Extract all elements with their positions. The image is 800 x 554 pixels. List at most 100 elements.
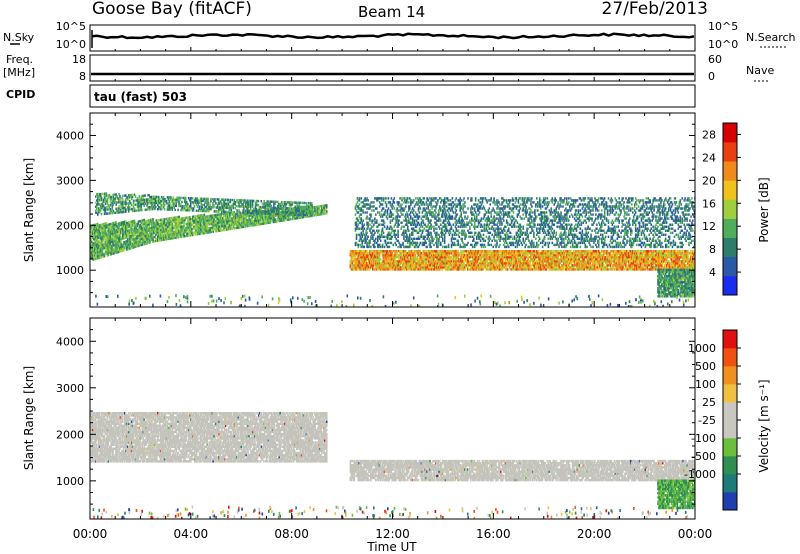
heatmap-cell — [108, 241, 111, 244]
heatmap-cell — [115, 243, 117, 246]
heatmap-cell — [313, 206, 315, 209]
heatmap-cell — [171, 237, 174, 240]
heatmap-cell — [253, 223, 255, 227]
heatmap-cell — [390, 266, 392, 269]
heatmap-cell — [177, 200, 179, 204]
heatmap-cell — [445, 252, 448, 255]
heatmap-cell — [266, 219, 269, 223]
heatmap-cell — [515, 252, 518, 255]
heatmap-cell — [529, 260, 531, 263]
heatmap-cell — [106, 240, 109, 243]
heatmap-cell — [492, 268, 494, 271]
heatmap-cell — [460, 250, 462, 253]
heatmap-cell — [91, 258, 94, 262]
heatmap-cell — [111, 242, 113, 246]
heatmap-cell — [153, 223, 155, 227]
heatmap-cell — [233, 202, 235, 206]
heatmap-cell — [197, 228, 200, 232]
heatmap-cell — [471, 264, 474, 267]
heatmap-cell — [230, 206, 233, 210]
heatmap-cell — [391, 252, 393, 255]
heatmap-cell — [109, 197, 112, 201]
heatmap-cell — [206, 217, 209, 220]
heatmap-cell — [484, 254, 487, 257]
heatmap-cell — [244, 217, 246, 220]
heatmap-cell — [137, 244, 140, 248]
heatmap-cell — [399, 256, 401, 259]
heatmap-cell — [93, 237, 96, 241]
heatmap-cell — [228, 223, 231, 227]
heatmap-cell — [404, 258, 406, 261]
heatmap-cell — [502, 254, 504, 257]
heatmap-cell — [557, 266, 559, 269]
heatmap-cell — [527, 262, 529, 265]
heatmap-cell — [444, 254, 447, 257]
heatmap-cell — [180, 208, 182, 212]
heatmap-cell — [93, 256, 96, 259]
heatmap-cell — [455, 256, 457, 259]
heatmap-cell — [238, 205, 240, 208]
heatmap-cell — [164, 232, 167, 235]
heatmap-cell — [314, 208, 316, 211]
heatmap-cell — [384, 262, 387, 265]
heatmap-cell — [175, 216, 178, 219]
heatmap-cell — [124, 242, 126, 246]
heatmap-cell — [237, 216, 240, 219]
heatmap-cell — [122, 200, 124, 204]
heatmap-cell — [498, 258, 500, 261]
heatmap-cell — [154, 229, 156, 233]
heatmap-cell — [240, 219, 243, 223]
heatmap-cell — [440, 264, 443, 267]
heatmap-cell — [467, 260, 469, 263]
heatmap-cell — [491, 258, 493, 261]
heatmap-cell — [125, 220, 127, 223]
heatmap-cell — [218, 221, 220, 224]
heatmap-cell — [163, 204, 166, 207]
heatmap-cell — [136, 232, 139, 236]
heatmap-cell — [326, 204, 328, 207]
heatmap-cell — [538, 266, 541, 269]
heatmap-cell — [125, 222, 128, 225]
heatmap-cell — [149, 219, 151, 222]
heatmap-cell — [101, 247, 104, 251]
heatmap-cell — [120, 211, 122, 214]
heatmap-cell — [239, 226, 242, 229]
heatmap-cell — [408, 254, 411, 257]
heatmap-cell — [276, 220, 279, 223]
heatmap-cell — [365, 262, 367, 265]
heatmap-cell — [295, 215, 298, 218]
heatmap-cell — [453, 262, 455, 265]
heatmap-cell — [159, 227, 161, 230]
heatmap-cell — [130, 234, 133, 238]
heatmap-cell — [416, 250, 419, 253]
heatmap-cell — [105, 240, 108, 243]
heatmap-cell — [467, 254, 469, 257]
heatmap-cell — [424, 266, 426, 269]
heatmap-cell — [210, 222, 212, 226]
heatmap-cell — [113, 197, 115, 200]
heatmap-cell — [110, 240, 112, 244]
heatmap-cell — [141, 223, 144, 226]
heatmap-cell — [124, 240, 126, 244]
heatmap-cell — [196, 226, 199, 230]
heatmap-cell — [509, 264, 512, 267]
heatmap-cell — [104, 224, 107, 227]
heatmap-cell — [414, 250, 417, 253]
heatmap-cell — [226, 206, 229, 210]
heatmap-cell — [207, 231, 210, 234]
heatmap-cell — [535, 268, 538, 271]
heatmap-cell — [500, 264, 502, 267]
heatmap-cell — [386, 268, 389, 271]
heatmap-cell — [552, 262, 554, 265]
heatmap-cell — [367, 256, 369, 259]
heatmap-cell — [402, 256, 404, 259]
heatmap-cell — [422, 258, 424, 261]
heatmap-cell — [392, 266, 394, 269]
heatmap-cell — [377, 264, 380, 267]
heatmap-cell — [541, 254, 544, 257]
heatmap-cell — [173, 216, 176, 219]
heatmap-cell — [148, 202, 150, 205]
heatmap-cell — [160, 224, 163, 228]
heatmap-cell — [209, 231, 212, 234]
heatmap-cell — [94, 233, 97, 236]
